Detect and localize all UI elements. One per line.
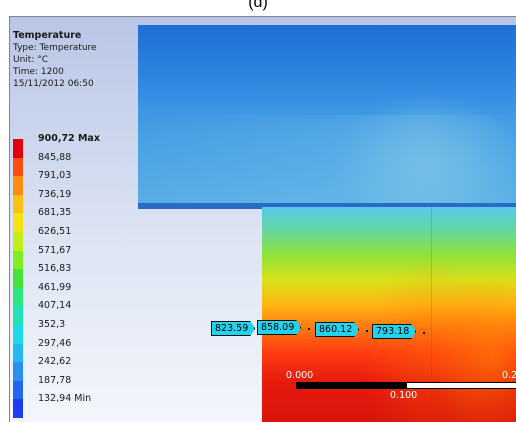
legend-title: Temperature bbox=[13, 30, 82, 41]
legend-label: 132,94 Min bbox=[38, 393, 92, 405]
body-seam-line bbox=[431, 207, 432, 422]
legend-swatch bbox=[13, 399, 23, 418]
legend-label: 791,03 bbox=[38, 170, 72, 182]
legend-label: 626,51 bbox=[38, 225, 72, 237]
legend-swatch bbox=[13, 213, 23, 232]
legend-label: 845,88 bbox=[38, 151, 72, 163]
legend-label: 187,78 bbox=[38, 374, 72, 386]
legend-swatch bbox=[13, 324, 23, 344]
legend-label: 297,46 bbox=[38, 337, 72, 349]
legend-datetime: 15/11/2012 06:50 bbox=[13, 79, 94, 89]
legend-swatch bbox=[13, 194, 23, 214]
probe-marker bbox=[366, 330, 368, 332]
legend-unit: Unit: °C bbox=[13, 55, 48, 65]
upper-body-edge bbox=[138, 203, 516, 209]
legend-type: Type: Temperature bbox=[13, 43, 97, 53]
lower-body-contour[interactable] bbox=[262, 207, 516, 422]
legend-swatch bbox=[13, 362, 23, 381]
legend-swatch bbox=[13, 306, 23, 325]
graphics-viewport[interactable]: Temperature Type: Temperature Unit: °C T… bbox=[9, 16, 516, 422]
probe-label[interactable]: 793.18 bbox=[372, 324, 416, 339]
scale-start-label: 0.000 bbox=[286, 370, 314, 381]
legend-swatch bbox=[13, 157, 23, 177]
legend-swatch bbox=[13, 269, 23, 288]
figure-caption: (d) bbox=[248, 0, 268, 11]
probe-label[interactable]: 860.12 bbox=[315, 322, 359, 337]
legend-label: 352,3 bbox=[38, 318, 66, 330]
legend-swatch bbox=[13, 287, 23, 307]
scale-end-label: 0.2 bbox=[502, 370, 516, 381]
legend-label: 571,67 bbox=[38, 244, 72, 256]
legend-swatch bbox=[13, 250, 23, 270]
scale-bar-empty-segment bbox=[406, 382, 516, 389]
probe-marker bbox=[308, 328, 310, 330]
probe-label[interactable]: 858.09 bbox=[257, 320, 301, 335]
legend-label: 516,83 bbox=[38, 263, 72, 275]
upper-body-shading bbox=[138, 115, 516, 205]
scale-mid-label: 0.100 bbox=[390, 390, 418, 401]
legend-label: 461,99 bbox=[38, 281, 72, 293]
legend-swatch bbox=[13, 176, 23, 195]
legend-label: 736,19 bbox=[38, 188, 72, 200]
scale-bar-filled-segment bbox=[296, 382, 406, 389]
legend-label: 242,62 bbox=[38, 356, 72, 368]
legend-max-label: 900,72 Max bbox=[38, 133, 100, 144]
legend-swatch bbox=[13, 380, 23, 400]
legend-time: Time: 1200 bbox=[13, 67, 64, 77]
legend-swatch bbox=[13, 139, 23, 158]
legend-label: 681,35 bbox=[38, 207, 72, 219]
probe-marker bbox=[423, 332, 425, 334]
legend-label: 407,14 bbox=[38, 300, 72, 312]
probe-label[interactable]: 823.59 bbox=[211, 321, 255, 336]
legend-swatch bbox=[13, 343, 23, 363]
legend-swatch bbox=[13, 231, 23, 251]
legend-header: Temperature Type: Temperature Unit: °C T… bbox=[13, 30, 97, 90]
upper-body-contour[interactable] bbox=[138, 25, 516, 205]
